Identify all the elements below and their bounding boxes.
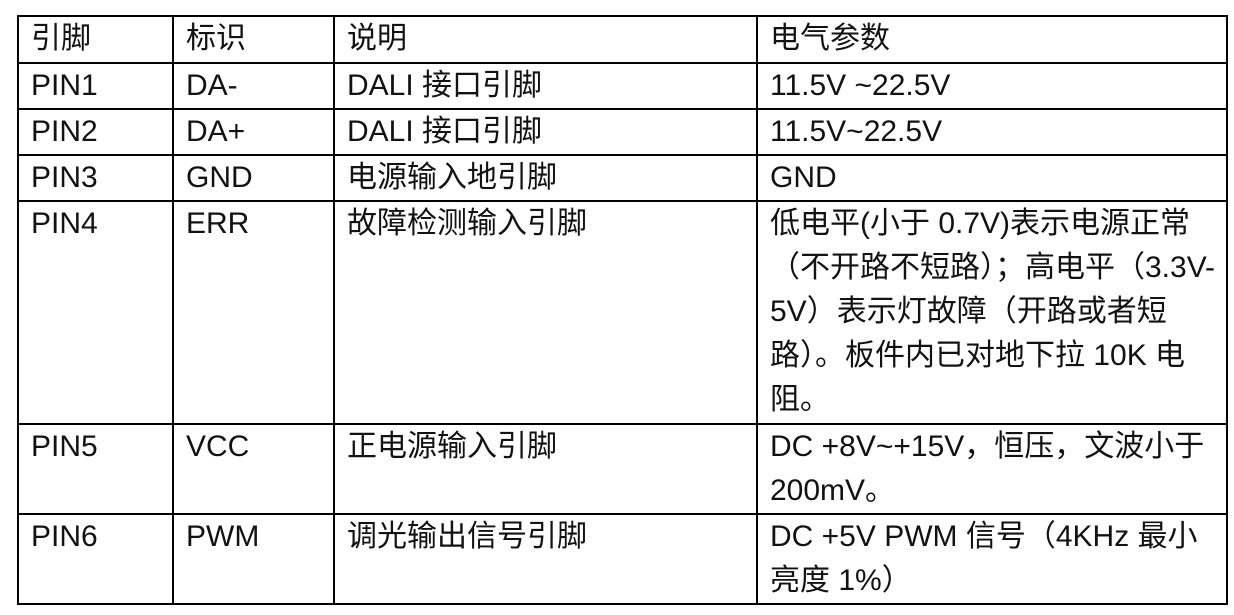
cell-params: DC +8V~+15V，恒压，文波小于 200mV。	[756, 423, 1228, 515]
cell-params: 11.5V~22.5V	[756, 108, 1228, 156]
cell-pin: PIN6	[17, 513, 174, 605]
pin-table-body: PIN1 DA- DALI 接口引脚 11.5V ~22.5V PIN2 DA+…	[17, 62, 1228, 605]
table-row: PIN6 PWM 调光输出信号引脚 DC +5V PWM 信号（4KHz 最小亮…	[17, 513, 1228, 605]
cell-desc: DALI 接口引脚	[333, 108, 758, 156]
table-row: PIN5 VCC 正电源输入引脚 DC +8V~+15V，恒压，文波小于 200…	[17, 423, 1228, 515]
header-pin: 引脚	[17, 15, 174, 64]
cell-pin: PIN2	[17, 108, 174, 156]
cell-label: GND	[172, 154, 335, 202]
table-header-row: 引脚 标识 说明 电气参数	[17, 15, 1228, 64]
cell-desc: 正电源输入引脚	[333, 423, 758, 515]
cell-desc: 调光输出信号引脚	[333, 513, 758, 605]
cell-label: DA-	[172, 62, 335, 110]
table-row: PIN1 DA- DALI 接口引脚 11.5V ~22.5V	[17, 62, 1228, 110]
pin-description-table: 引脚 标识 说明 电气参数 PIN1 DA- DALI 接口引脚 11.5V ~…	[17, 15, 1228, 605]
cell-desc: 故障检测输入引脚	[333, 200, 758, 425]
cell-pin: PIN1	[17, 62, 174, 110]
table-row: PIN3 GND 电源输入地引脚 GND	[17, 154, 1228, 202]
cell-pin: PIN4	[17, 200, 174, 425]
cell-params: 低电平(小于 0.7V)表示电源正常（不开路不短路）；高电平（3.3V-5V）表…	[756, 200, 1228, 425]
header-desc: 说明	[333, 15, 758, 64]
cell-label: PWM	[172, 513, 335, 605]
cell-params: DC +5V PWM 信号（4KHz 最小亮度 1%）	[756, 513, 1228, 605]
cell-desc: DALI 接口引脚	[333, 62, 758, 110]
table-row: PIN4 ERR 故障检测输入引脚 低电平(小于 0.7V)表示电源正常（不开路…	[17, 200, 1228, 425]
header-params: 电气参数	[756, 15, 1228, 64]
cell-params: GND	[756, 154, 1228, 202]
cell-pin: PIN5	[17, 423, 174, 515]
cell-params: 11.5V ~22.5V	[756, 62, 1228, 110]
cell-label: ERR	[172, 200, 335, 425]
cell-pin: PIN3	[17, 154, 174, 202]
header-label: 标识	[172, 15, 335, 64]
table-row: PIN2 DA+ DALI 接口引脚 11.5V~22.5V	[17, 108, 1228, 156]
cell-label: DA+	[172, 108, 335, 156]
cell-desc: 电源输入地引脚	[333, 154, 758, 202]
cell-label: VCC	[172, 423, 335, 515]
